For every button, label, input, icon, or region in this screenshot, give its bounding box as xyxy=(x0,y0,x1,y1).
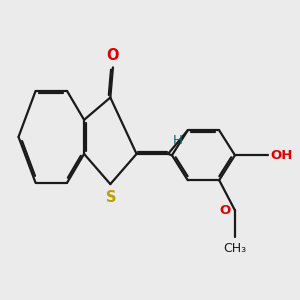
Text: CH₃: CH₃ xyxy=(224,242,247,255)
Text: O: O xyxy=(107,48,119,63)
Text: OH: OH xyxy=(271,149,293,162)
Text: H: H xyxy=(173,134,183,147)
Text: S: S xyxy=(106,190,117,205)
Text: O: O xyxy=(219,204,230,217)
